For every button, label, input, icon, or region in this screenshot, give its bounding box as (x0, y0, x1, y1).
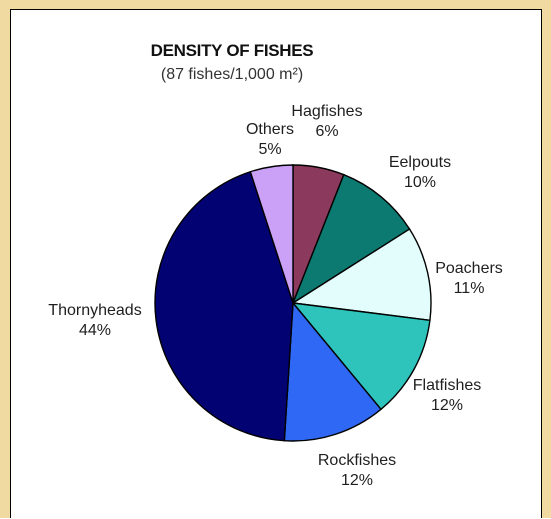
chart-panel: DENSITY OF FISHES (87 fishes/1,000 m²) H… (10, 9, 542, 518)
pie-slices (154, 164, 432, 442)
slice-value-label-thornyheads: 44% (79, 322, 111, 339)
slice-value-label-others: 5% (258, 141, 281, 158)
slice-value-label-eelpouts: 10% (404, 174, 436, 191)
pie-chart: DENSITY OF FISHES (87 fishes/1,000 m²) H… (48, 41, 502, 489)
slice-label-hagfishes: Hagfishes (291, 103, 362, 120)
slice-label-thornyheads: Thornyheads (48, 302, 141, 319)
slice-label-others: Others (246, 121, 294, 138)
slice-value-label-hagfishes: 6% (315, 123, 338, 140)
pie-slice-poachers (290, 228, 432, 322)
slice-label-poachers: Poachers (435, 260, 503, 277)
slice-label-flatfishes: Flatfishes (413, 377, 481, 394)
pie-labels: Hagfishes 6% Eelpouts 10% Poachers 11% Flatfis… (48, 103, 502, 489)
pie-slice-eelpouts (291, 173, 411, 305)
pie-slice-thornyheads (154, 170, 294, 442)
chart-subtitle: (87 fishes/1,000 m²) (161, 66, 303, 83)
slice-label-eelpouts: Eelpouts (389, 154, 451, 171)
pie-slice-flatfishes (291, 302, 431, 411)
pie-slice-others (249, 164, 294, 304)
slice-value-label-poachers: 11% (454, 280, 485, 297)
slice-label-rockfishes: Rockfishes (318, 452, 396, 469)
slice-value-label-rockfishes: 12% (341, 472, 373, 489)
pie-slice-rockfishes (283, 301, 382, 442)
chart-title: DENSITY OF FISHES (151, 41, 314, 60)
slice-value-label-flatfishes: 12% (431, 397, 463, 414)
